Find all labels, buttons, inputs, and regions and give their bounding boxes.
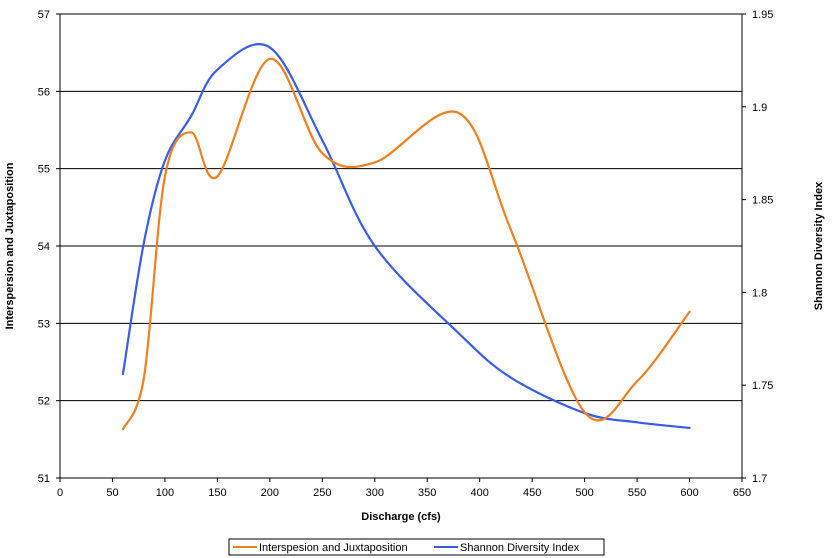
x-tick-label: 400 [471,487,489,499]
series-lines [121,43,691,431]
gridlines [60,13,742,402]
y2-tick-label: 1.9 [752,102,767,114]
y-tick-label: 51 [38,473,50,485]
y2-tick-label: 1.7 [752,473,767,485]
y2-tick-label: 1.95 [752,9,773,21]
series-line-interspersion [121,57,691,431]
x-tick-label: 50 [106,487,118,499]
x-tick-label: 450 [523,487,541,499]
x-axis-title: Discharge (cfs) [361,511,441,523]
y2-tick-label: 1.8 [752,287,767,299]
x-tick-label: 300 [366,487,384,499]
x-tick-label: 0 [57,487,63,499]
x-tick-label: 150 [208,487,226,499]
x-tick-label: 350 [418,487,436,499]
x-tick-label: 250 [313,487,331,499]
y-tick-label: 54 [38,241,50,253]
legend: Interspesion and Juxtaposition Shannon D… [228,538,605,556]
x-tick-label: 600 [680,487,698,499]
y-tick-label: 57 [38,9,50,21]
y2-tick-label: 1.75 [752,380,773,392]
legend-box [228,538,605,556]
y2-axis-title: Shannon Diversity Index [813,181,825,310]
x-tick-label: 650 [733,487,751,499]
y-tick-label: 55 [38,164,50,176]
legend-label-interspersion: Interspesion and Juxtaposition [259,542,408,554]
series-line-shannon [121,43,691,429]
y-axis-title: Interspersion and Juxtaposition [4,162,16,329]
y2-tick-label: 1.85 [752,195,773,207]
y-tick-label: 52 [38,396,50,408]
y-tick-label: 56 [38,86,50,98]
x-tick-label: 500 [575,487,593,499]
y-tick-label: 53 [38,318,50,330]
x-tick-label: 100 [156,487,174,499]
x-tick-label: 200 [261,487,279,499]
x-tick-label: 550 [628,487,646,499]
legend-label-shannon: Shannon Diversity Index [460,542,580,554]
tick-labels: 51 52 53 54 55 56 57 1.7 1.75 1.8 1.85 1.9 1.95 0 50 10… [38,9,774,499]
